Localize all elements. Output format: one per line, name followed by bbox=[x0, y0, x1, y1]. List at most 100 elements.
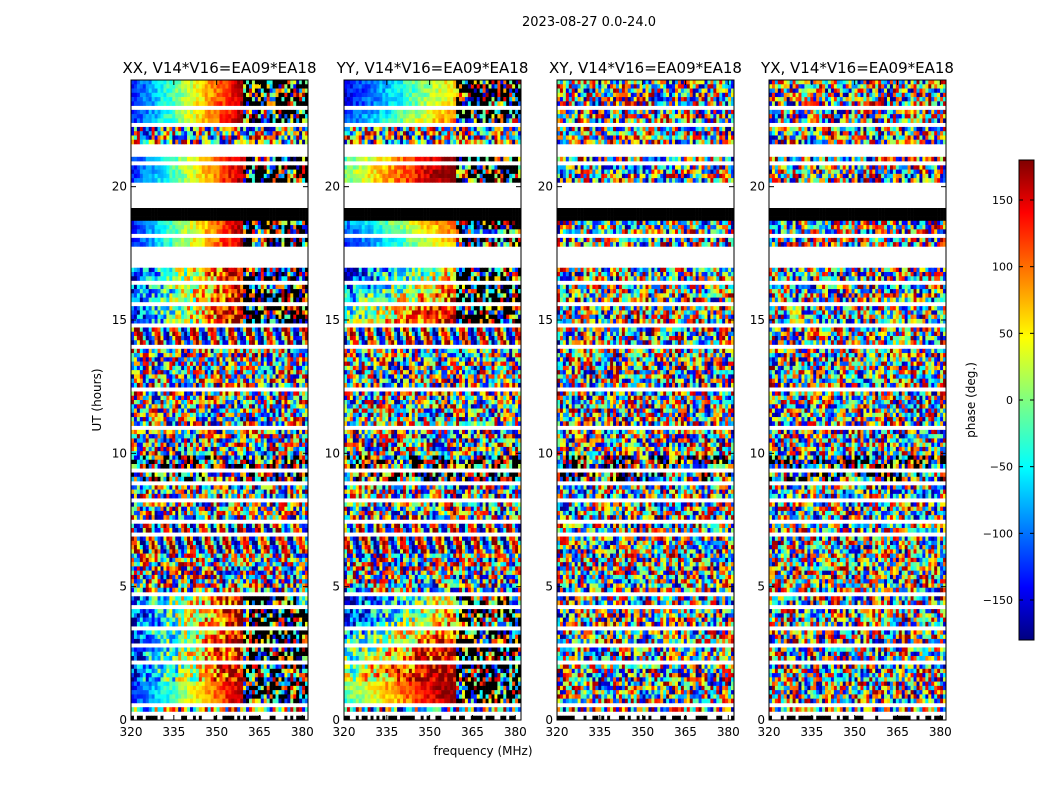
heatmap-cell bbox=[187, 173, 191, 179]
heatmap-cell bbox=[210, 421, 214, 426]
heatmap-cell bbox=[178, 536, 182, 542]
heatmap-cell bbox=[246, 80, 250, 85]
heatmap-cell bbox=[228, 382, 232, 388]
heatmap-cell bbox=[281, 489, 285, 495]
heatmap-cell bbox=[269, 327, 273, 333]
heatmap-cell bbox=[136, 489, 141, 495]
heatmap-cell bbox=[251, 540, 256, 546]
heatmap-cell bbox=[175, 353, 179, 358]
heatmap-cell bbox=[192, 493, 197, 499]
heatmap-cell bbox=[139, 395, 144, 401]
heatmap-cell bbox=[145, 293, 149, 298]
heatmap-cell bbox=[172, 540, 176, 546]
heatmap-cell bbox=[139, 361, 144, 367]
heatmap-cell bbox=[136, 417, 141, 422]
heatmap-cell bbox=[305, 434, 309, 439]
heatmap-cell bbox=[133, 417, 138, 422]
heatmap-cell bbox=[234, 131, 238, 136]
heatmap-cell bbox=[151, 225, 155, 230]
heatmap-cell bbox=[251, 506, 256, 512]
heatmap-cell bbox=[154, 284, 158, 290]
heatmap-cell bbox=[237, 451, 241, 456]
heatmap-cell bbox=[216, 395, 220, 401]
heatmap-cell bbox=[157, 451, 161, 456]
heatmap-cell bbox=[133, 421, 138, 426]
heatmap-cell bbox=[192, 374, 197, 379]
heatmap-cell bbox=[154, 220, 158, 226]
heatmap-cell bbox=[148, 314, 152, 320]
heatmap-cell bbox=[157, 97, 161, 102]
heatmap-cell bbox=[240, 208, 244, 213]
heatmap-cell bbox=[178, 229, 182, 234]
heatmap-cell bbox=[225, 314, 229, 320]
heatmap-cell bbox=[296, 404, 300, 409]
heatmap-cell bbox=[136, 272, 141, 277]
heatmap-cell bbox=[290, 404, 294, 409]
heatmap-cell bbox=[198, 515, 203, 520]
heatmap-cell bbox=[251, 370, 256, 375]
heatmap-cell bbox=[195, 109, 200, 115]
heatmap-cell bbox=[305, 515, 309, 520]
heatmap-cell bbox=[260, 515, 265, 520]
heatmap-cell bbox=[133, 173, 138, 179]
heatmap-cell bbox=[278, 536, 282, 542]
heatmap-cell bbox=[139, 557, 144, 563]
heatmap-cell bbox=[142, 408, 147, 414]
heatmap-cell bbox=[284, 109, 288, 115]
heatmap-cell bbox=[299, 327, 303, 333]
heatmap-cell bbox=[160, 293, 164, 298]
heatmap-cell bbox=[166, 557, 170, 563]
heatmap-cell bbox=[216, 267, 220, 273]
heatmap-cell bbox=[172, 464, 176, 469]
heatmap-cell bbox=[260, 528, 265, 533]
heatmap-cell bbox=[225, 114, 229, 119]
heatmap-cell bbox=[142, 118, 147, 123]
heatmap-cell bbox=[154, 510, 158, 516]
heatmap-cell bbox=[131, 455, 135, 461]
heatmap-cell bbox=[266, 485, 270, 490]
heatmap-cell bbox=[266, 361, 270, 367]
heatmap-cell bbox=[190, 408, 194, 414]
heatmap-cell bbox=[240, 438, 244, 443]
heatmap-cell bbox=[243, 540, 247, 546]
heatmap-cell bbox=[187, 314, 191, 320]
heatmap-cell bbox=[213, 114, 217, 119]
heatmap-cell bbox=[210, 293, 214, 298]
heatmap-cell bbox=[219, 515, 223, 520]
heatmap-cell bbox=[195, 370, 200, 375]
heatmap-cell bbox=[178, 165, 182, 170]
heatmap-cell bbox=[222, 126, 226, 132]
heatmap-cell bbox=[240, 549, 244, 554]
heatmap-cell bbox=[266, 412, 270, 418]
heatmap-cell bbox=[192, 306, 197, 311]
heatmap-cell bbox=[234, 126, 238, 132]
heatmap-cell bbox=[305, 510, 309, 516]
heatmap-cell bbox=[249, 400, 253, 405]
heatmap-cell bbox=[184, 378, 188, 384]
heatmap-cell bbox=[225, 169, 229, 175]
heatmap-cell bbox=[163, 289, 167, 294]
heatmap-cell bbox=[284, 336, 288, 341]
heatmap-cell bbox=[195, 92, 200, 98]
heatmap-cell bbox=[225, 135, 229, 141]
heatmap-cell bbox=[187, 348, 191, 354]
heatmap-cell bbox=[198, 412, 203, 418]
heatmap-cell bbox=[187, 545, 191, 550]
heatmap-cell bbox=[213, 92, 217, 98]
heatmap-cell bbox=[299, 464, 303, 469]
heatmap-cell bbox=[260, 412, 265, 418]
heatmap-cell bbox=[216, 459, 220, 465]
heatmap-cell bbox=[198, 446, 203, 452]
heatmap-cell bbox=[234, 451, 238, 456]
heatmap-cell bbox=[275, 485, 279, 490]
heatmap-cell bbox=[296, 412, 300, 418]
heatmap-cell bbox=[148, 408, 152, 414]
heatmap-cell bbox=[228, 165, 232, 170]
heatmap-cell bbox=[213, 293, 217, 298]
heatmap-cell bbox=[249, 404, 253, 409]
heatmap-cell bbox=[178, 237, 182, 243]
heatmap-cell bbox=[181, 382, 185, 388]
heatmap-cell bbox=[231, 553, 235, 559]
heatmap-cell bbox=[190, 284, 194, 290]
heatmap-cell bbox=[287, 489, 291, 495]
